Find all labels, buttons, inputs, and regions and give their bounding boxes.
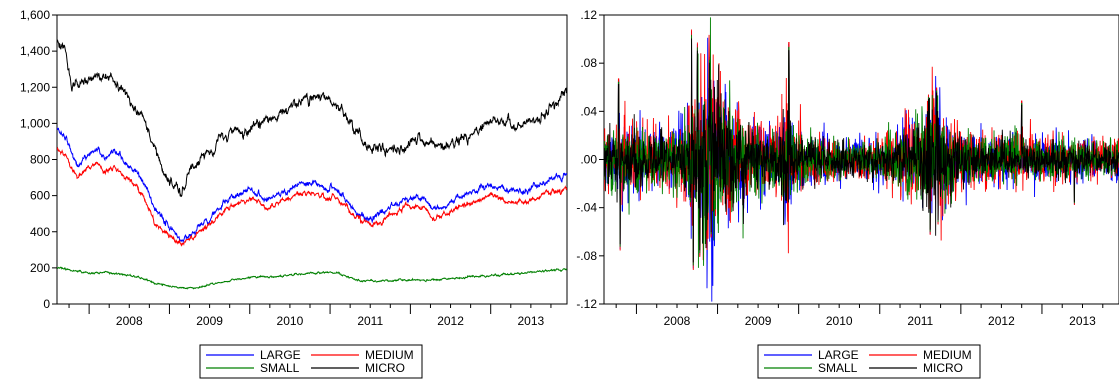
legend-box xyxy=(757,344,981,379)
series-line-medium xyxy=(57,146,567,247)
x-year-label: 2013 xyxy=(1069,314,1096,328)
left-chart-price-levels: 0 200 400 600 800 1,000 1,200 1,400 1,600 2008 200… xyxy=(20,8,568,328)
legend-label-large: LARGE xyxy=(818,348,859,362)
right-chart-returns: -.12 -.08 -.04 .00 .04 .08 .12 2008 2009 2010 2011… xyxy=(576,8,1119,328)
y-tick-label: .04 xyxy=(580,104,597,118)
legend-label-medium: MEDIUM xyxy=(923,348,972,362)
x-year-label: 2008 xyxy=(116,314,143,328)
y-tick-label: .08 xyxy=(580,56,597,70)
series-line-micro xyxy=(604,38,1119,263)
x-year-label: 2012 xyxy=(437,314,464,328)
y-tick-label: 1,600 xyxy=(20,8,50,22)
x-year-label: 2011 xyxy=(357,314,383,328)
y-tick-label: 1,000 xyxy=(20,116,50,130)
legend-label-micro: MICRO xyxy=(923,361,963,375)
x-year-label: 2009 xyxy=(196,314,223,328)
series-line-micro xyxy=(57,39,567,198)
x-year-label: 2010 xyxy=(277,314,304,328)
y-tick-label: 1,200 xyxy=(20,80,50,94)
y-tick-label: 800 xyxy=(30,153,50,167)
series-line-small xyxy=(57,266,567,290)
legend-left: LARGE MEDIUM SMALL MICRO xyxy=(199,344,423,379)
x-year-label: 2012 xyxy=(988,314,1015,328)
legend-label-large: LARGE xyxy=(260,348,301,362)
x-year-label: 2013 xyxy=(518,314,545,328)
y-tick-label: .00 xyxy=(580,153,597,167)
legend-right: LARGE MEDIUM SMALL MICRO xyxy=(757,344,981,379)
legend-label-small: SMALL xyxy=(818,361,858,375)
y-tick-label: 400 xyxy=(30,225,50,239)
y-tick-label: -.04 xyxy=(576,201,597,215)
x-year-label: 2010 xyxy=(826,314,853,328)
x-year-label: 2008 xyxy=(664,314,691,328)
series-line-large xyxy=(57,127,567,244)
y-tick-label: 1,400 xyxy=(20,44,50,58)
y-tick-label: 600 xyxy=(30,189,50,203)
plot-frame xyxy=(56,14,568,305)
legend-label-small: SMALL xyxy=(260,361,300,375)
y-tick-label: .12 xyxy=(580,8,597,22)
legend-box xyxy=(199,344,423,379)
y-tick-label: 200 xyxy=(30,261,50,275)
x-year-label: 2011 xyxy=(907,314,933,328)
legend-label-medium: MEDIUM xyxy=(365,348,414,362)
x-year-label: 2009 xyxy=(745,314,772,328)
y-tick-label: 0 xyxy=(43,297,50,311)
y-tick-label: -.08 xyxy=(576,249,597,263)
y-tick-label: -.12 xyxy=(576,297,597,311)
legend-label-micro: MICRO xyxy=(365,361,405,375)
